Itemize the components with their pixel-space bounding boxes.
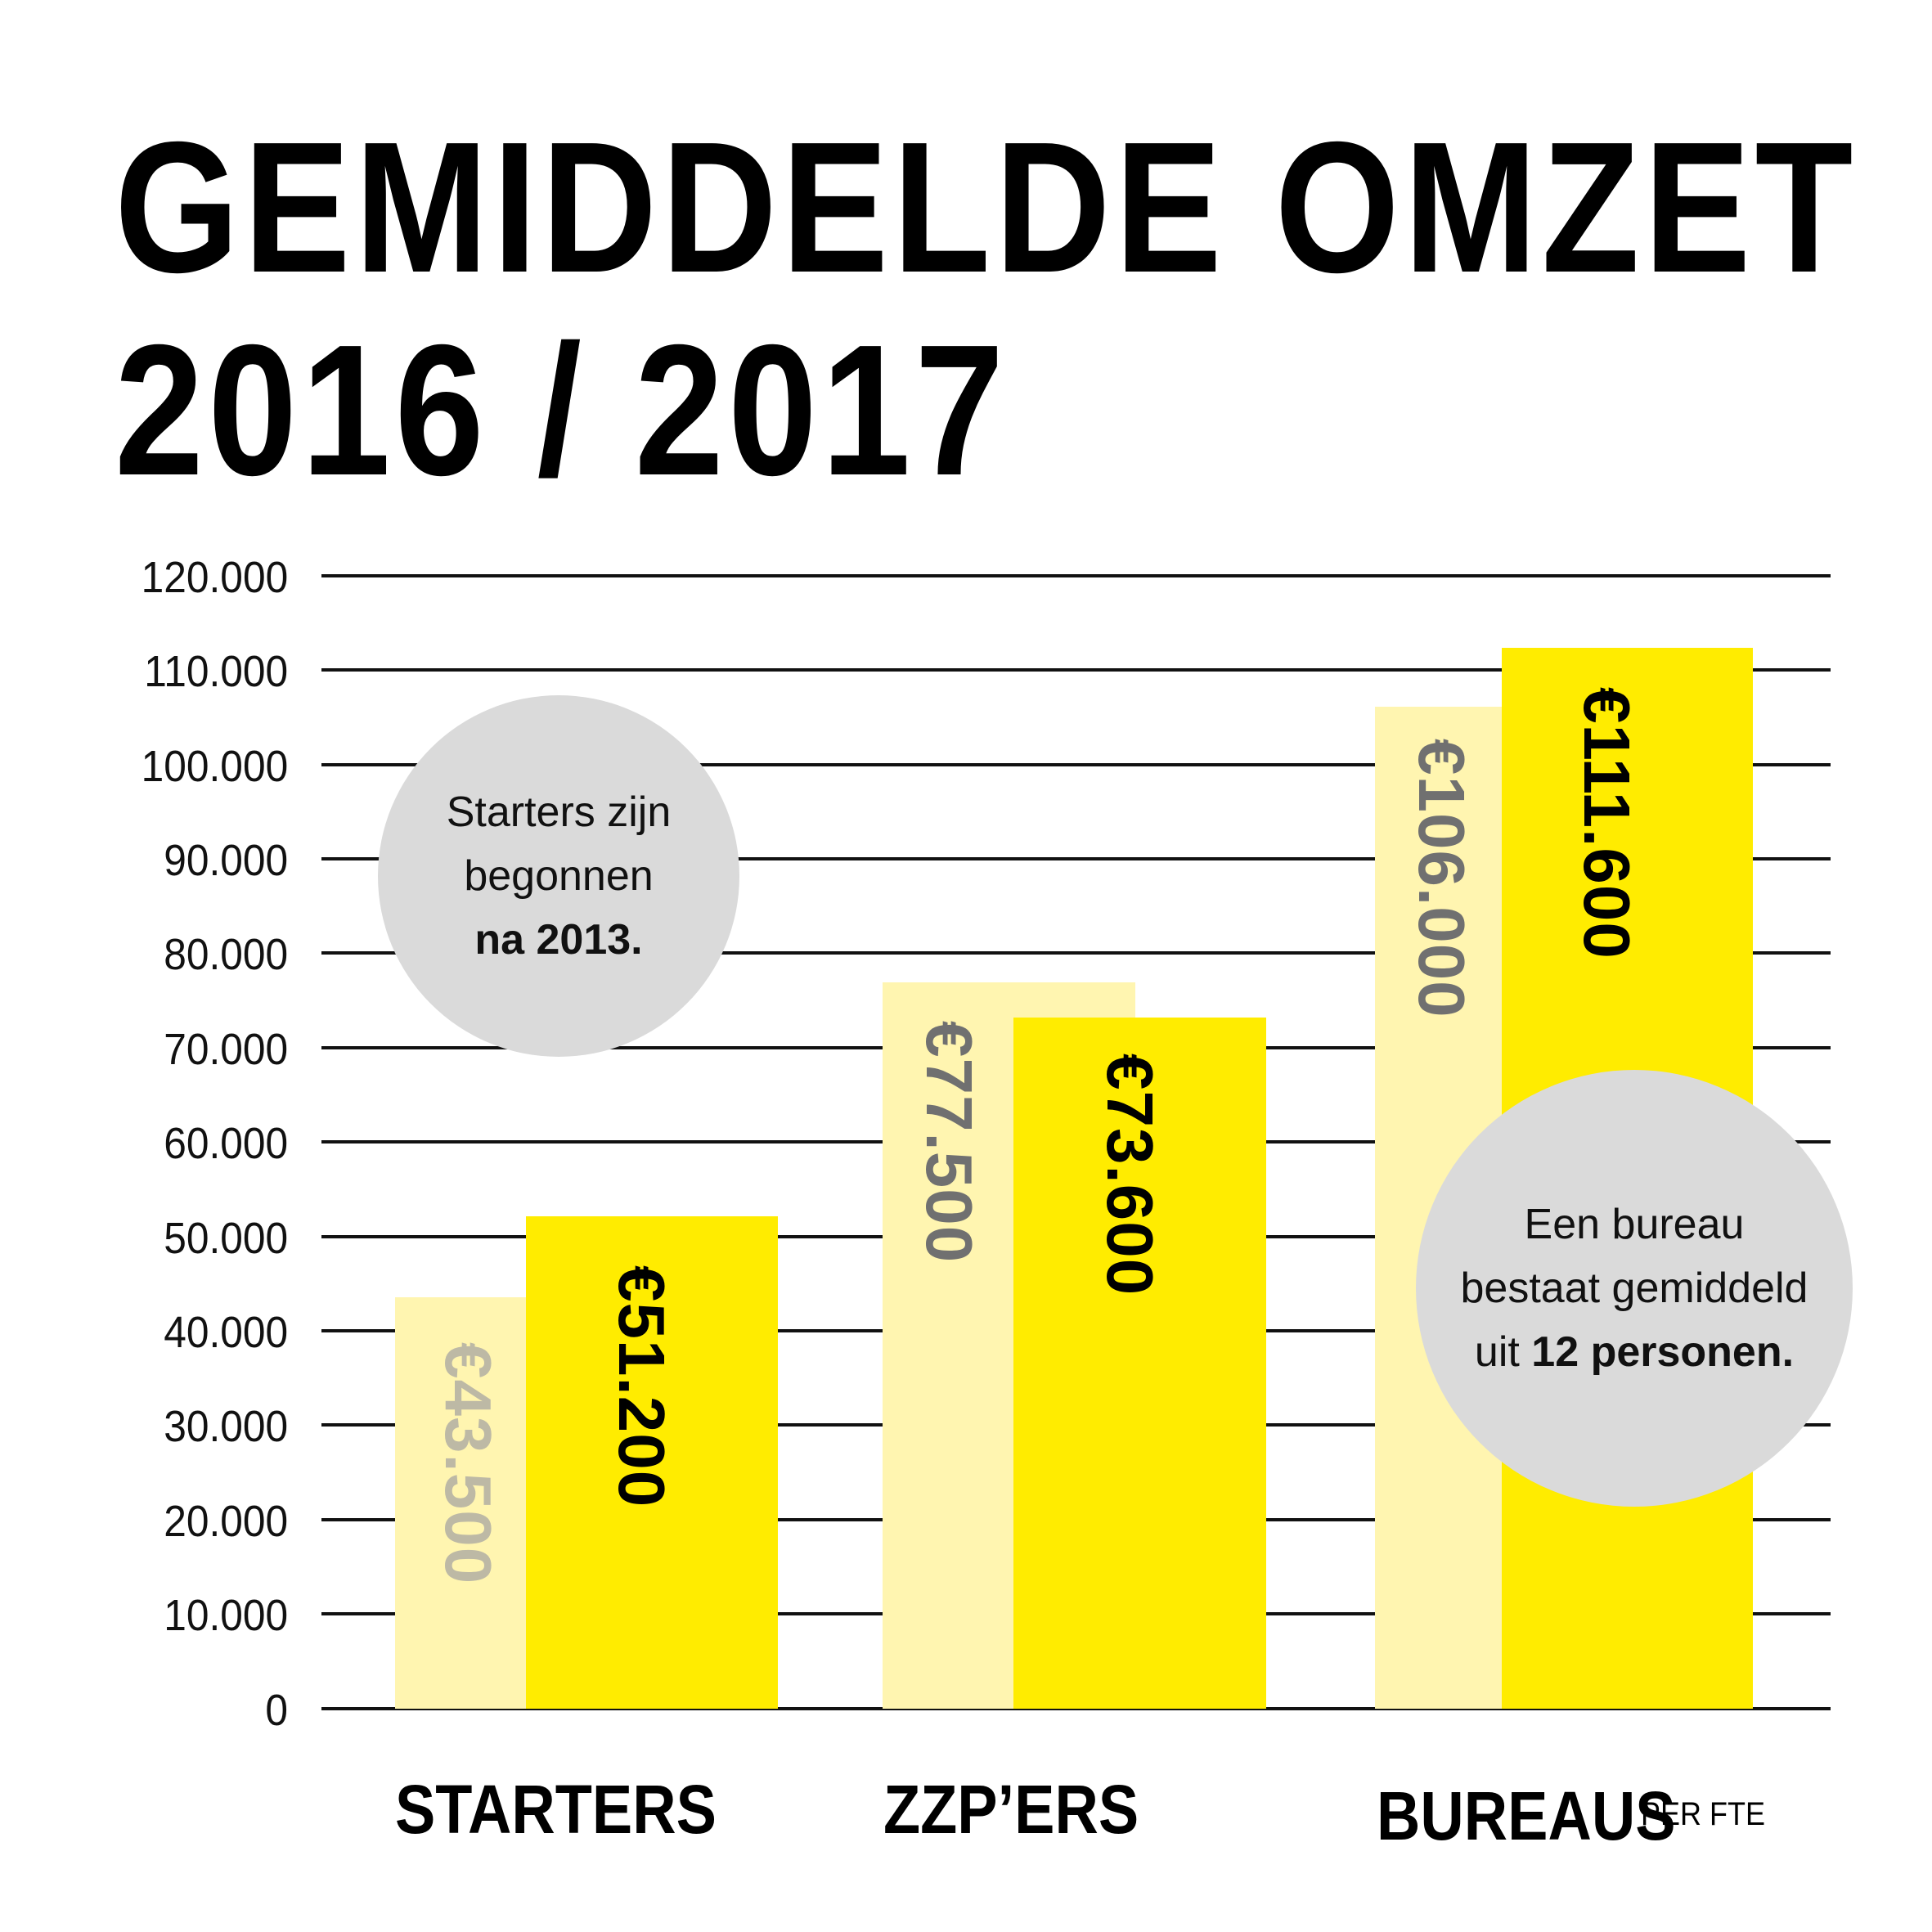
value-label-zzp-current: €73.600	[1094, 1054, 1166, 1296]
y-tick-label: 10.000	[164, 1591, 288, 1640]
y-tick-label: 0	[265, 1686, 288, 1735]
callout-bureaus-line-1: Een bureau	[1524, 1201, 1745, 1248]
gridline	[321, 668, 1831, 672]
category-label-starters: STARTERS	[395, 1771, 717, 1848]
callout-starters-line-1: Starters zijn	[446, 789, 672, 836]
chart-title-line-1: GEMIDDELDE OMZET	[115, 104, 1858, 312]
value-label-bureaus-previous: €106.000	[1405, 739, 1478, 1018]
callout-starters-bold: na 2013.	[474, 916, 643, 964]
y-tick-label: 100.000	[141, 742, 288, 791]
gridline	[321, 857, 1831, 860]
category-sublabel-bureaus: PER FTE	[1641, 1796, 1766, 1832]
gridline-baseline	[321, 1707, 1831, 1710]
y-tick-label: 40.000	[164, 1308, 288, 1357]
gridline	[321, 574, 1831, 577]
y-tick-label: 90.000	[164, 836, 288, 885]
bar-zzp-current	[1013, 1018, 1266, 1709]
bar-starters-previous	[395, 1297, 526, 1709]
callout-starters-line-2: begonnen	[464, 852, 654, 900]
y-tick-label: 60.000	[164, 1119, 288, 1168]
category-label-zzp: ZZP’ERS	[883, 1771, 1139, 1848]
callout-bureaus-line-2: bestaat gemiddeld	[1460, 1265, 1808, 1312]
y-tick-label: 80.000	[164, 930, 288, 979]
value-label-starters-current: €51.200	[605, 1265, 678, 1508]
callout-bureaus-line-3: uit 12 personen.	[1475, 1320, 1794, 1384]
y-tick-label: 20.000	[164, 1497, 288, 1546]
callout-bureaus-bold: 12 personen.	[1531, 1328, 1795, 1376]
gridline	[321, 951, 1831, 955]
callout-bureaus: Een bureau bestaat gemiddeld uit 12 pers…	[1416, 1070, 1853, 1507]
value-label-bureaus-current: €111.600	[1570, 687, 1643, 959]
y-tick-label: 120.000	[141, 553, 288, 602]
y-tick-label: 30.000	[164, 1402, 288, 1451]
value-label-starters-previous: €43.500	[432, 1342, 505, 1585]
bar-starters-current	[526, 1216, 778, 1709]
y-tick-label: 110.000	[144, 647, 288, 696]
chart-title-line-2: 2016 / 2017	[115, 307, 1009, 514]
callout-starters: Starters zijn begonnen na 2013.	[378, 695, 739, 1057]
callout-bureaus-prefix: uit	[1474, 1328, 1520, 1376]
value-label-zzp-previous: €77.500	[913, 1021, 986, 1264]
gridline	[321, 763, 1831, 766]
y-tick-label: 70.000	[164, 1025, 288, 1074]
y-tick-label: 50.000	[164, 1214, 288, 1263]
category-label-bureaus: BUREAUS	[1377, 1777, 1676, 1854]
